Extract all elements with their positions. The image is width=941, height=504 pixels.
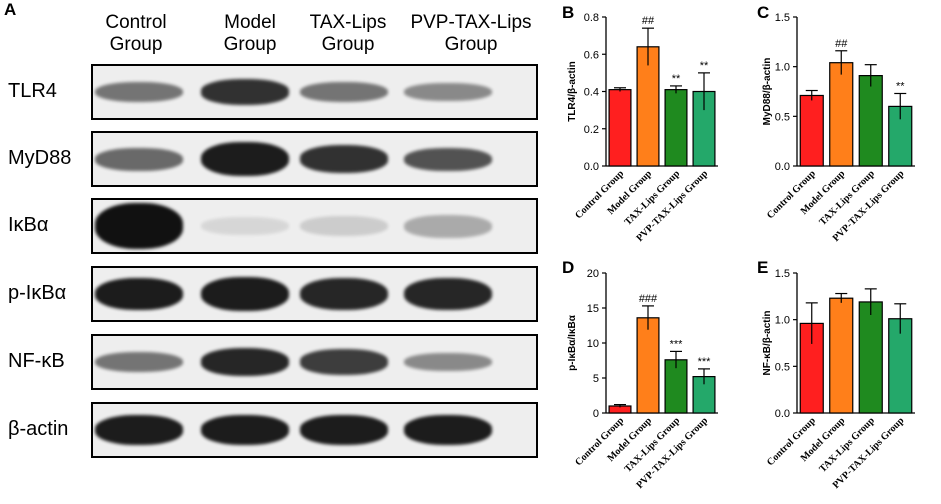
blot-membrane: [91, 266, 538, 322]
panel-a-letter: A: [4, 0, 17, 19]
blot-band: [404, 214, 492, 238]
significance-mark: ***: [698, 356, 712, 368]
blot-label: IκBα: [8, 214, 49, 236]
lane-header-line2: Group: [109, 34, 163, 55]
blot-band: [404, 415, 492, 445]
significance-mark: **: [672, 73, 681, 85]
y-tick-label: 0.2: [584, 124, 599, 136]
blot-band: [300, 215, 388, 237]
blot-band: [95, 147, 183, 171]
y-tick-label: 0.0: [775, 408, 790, 420]
x-tick-label: Control Group: [573, 168, 626, 221]
lane-header-line1: Control: [105, 12, 167, 33]
lane-header-tax: TAX-Lips Group: [273, 12, 423, 56]
blot-label: β-actin: [8, 418, 69, 440]
lane-header-line1: Model: [224, 12, 276, 33]
y-tick-label: 5: [593, 373, 599, 385]
blot-membrane: [91, 198, 538, 254]
blot-label: p-IκBα: [8, 282, 67, 304]
y-tick-label: 1.5: [775, 268, 790, 280]
y-axis-label: NF-κB/β-actin: [762, 310, 773, 375]
y-tick-label: 0.0: [775, 161, 790, 173]
blot-band: [300, 277, 388, 311]
blot-band: [300, 81, 388, 103]
panel-letter: C: [757, 3, 769, 22]
y-axis-label: p-IκBα/IκBα: [567, 314, 578, 371]
lane-header-line2: Group: [223, 34, 277, 55]
y-tick-label: 0.5: [775, 361, 790, 373]
lane-header-pvp: PVP-TAX-Lips Group: [396, 12, 546, 56]
x-tick-label: Control Group: [573, 415, 626, 468]
blot-band: [201, 415, 289, 445]
significance-mark: ***: [670, 338, 684, 350]
blot-membrane: [91, 334, 538, 390]
significance-mark: ##: [642, 15, 655, 27]
blot-band: [201, 348, 289, 376]
blot-label: MyD88: [8, 147, 72, 169]
blot-band: [404, 277, 492, 311]
bar: [636, 317, 660, 414]
blot-label: TLR4: [8, 80, 57, 102]
bar: [799, 94, 824, 167]
panel-letter: B: [562, 3, 574, 22]
blot-band: [95, 81, 183, 103]
blot-band: [404, 352, 492, 372]
blot-band: [201, 276, 289, 312]
bar: [664, 89, 688, 167]
lane-header-line2: Group: [444, 34, 498, 55]
y-tick-label: 1.5: [775, 12, 790, 24]
blot-band: [95, 351, 183, 373]
lane-header-model: Model Group: [175, 12, 325, 56]
y-tick-label: 10: [587, 338, 599, 350]
blot-membrane: [91, 64, 538, 120]
blot-band: [300, 349, 388, 375]
bar: [858, 301, 883, 414]
blot-membrane: [91, 131, 538, 187]
blot-membrane: [91, 402, 538, 458]
lane-header-control: Control Group: [61, 12, 211, 56]
y-tick-label: 0.0: [584, 161, 599, 173]
y-tick-label: 1.0: [775, 315, 790, 327]
bar: [858, 75, 883, 167]
y-axis-label: TLR4/β-actin: [567, 61, 578, 122]
y-tick-label: 0.5: [775, 111, 790, 123]
blot-label: NF-κB: [8, 350, 65, 372]
y-axis-label: MyD88/β-actin: [762, 58, 773, 126]
bar: [829, 62, 854, 167]
y-tick-label: 0.6: [584, 49, 599, 61]
y-tick-label: 15: [587, 303, 599, 315]
blot-band: [201, 216, 289, 236]
blot-band: [300, 145, 388, 173]
blot-band: [201, 141, 289, 177]
blot-band: [95, 203, 183, 249]
y-tick-label: 0.4: [584, 87, 599, 99]
panel-letter: D: [562, 258, 574, 277]
blot-band: [404, 82, 492, 102]
blot-band: [404, 147, 492, 171]
blot-band: [95, 277, 183, 311]
blot-band: [201, 79, 289, 105]
lane-header-line2: Group: [321, 34, 375, 55]
bar: [829, 297, 854, 414]
y-tick-label: 1.0: [775, 62, 790, 74]
significance-mark: ##: [835, 38, 848, 50]
significance-mark: **: [700, 60, 709, 72]
lane-header-line1: PVP-TAX-Lips: [410, 12, 532, 33]
blot-band: [300, 415, 388, 445]
y-tick-label: 0: [593, 408, 599, 420]
significance-mark: ###: [639, 293, 658, 305]
y-tick-label: 0.8: [584, 12, 599, 24]
significance-mark: **: [896, 80, 905, 92]
lane-header-line1: TAX-Lips: [309, 12, 387, 33]
y-tick-label: 20: [587, 268, 599, 280]
blot-band: [95, 415, 183, 445]
bar: [608, 89, 632, 167]
panel-letter: E: [757, 258, 768, 277]
